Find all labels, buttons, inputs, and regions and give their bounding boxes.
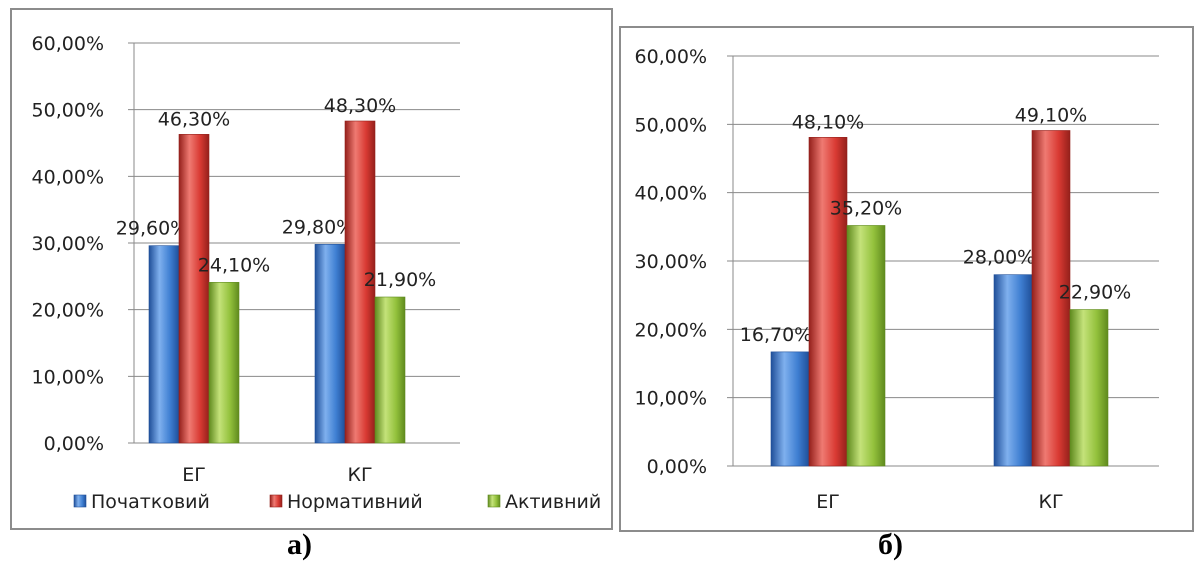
y-tick-label: 0,00%: [44, 433, 104, 455]
bar: [344, 120, 376, 444]
caption-a: а): [287, 528, 312, 561]
y-tick-label: 20,00%: [635, 319, 707, 341]
bar: [208, 282, 240, 444]
bar: [178, 134, 210, 444]
y-tick-label: 60,00%: [32, 33, 104, 55]
bar: [314, 244, 346, 444]
legend-label: Нормативний: [287, 491, 423, 513]
bar: [148, 245, 180, 444]
data-label: 35,20%: [830, 197, 902, 219]
legend-label: Активний: [505, 491, 601, 513]
y-tick-label: 30,00%: [32, 233, 104, 255]
category-label: КГ: [347, 464, 372, 486]
legend-swatch: [487, 494, 501, 508]
caption-b: б): [878, 528, 903, 561]
data-label: 48,10%: [792, 111, 864, 133]
y-tick-label: 40,00%: [635, 183, 707, 205]
y-tick-label: 10,00%: [635, 388, 707, 410]
y-tick-label: 50,00%: [635, 114, 707, 136]
data-label: 16,70%: [740, 324, 812, 346]
y-tick-label: 20,00%: [32, 300, 104, 322]
y-tick-label: 60,00%: [635, 46, 707, 68]
legend-swatch: [73, 494, 87, 508]
bar: [993, 274, 1033, 467]
data-label: 22,90%: [1059, 282, 1131, 304]
chart-a-svg: 0,00% 10,00% 20,00% 30,00% 40,00% 50,00% 60,00…: [32, 33, 602, 513]
data-label: 49,10%: [1015, 104, 1087, 126]
bar: [808, 137, 848, 467]
bar: [1069, 309, 1109, 467]
data-label: 24,10%: [198, 254, 270, 276]
data-label: 28,00%: [963, 247, 1035, 269]
data-label: 48,30%: [324, 95, 396, 117]
category-label: КГ: [1038, 491, 1063, 513]
y-tick-label: 40,00%: [32, 166, 104, 188]
chart-b-svg: 0,00% 10,00% 20,00% 30,00% 40,00% 50,00% 60,00…: [635, 46, 1159, 513]
category-label: ЕГ: [182, 464, 206, 486]
bar: [846, 225, 886, 467]
data-label: 21,90%: [364, 269, 436, 291]
legend-label: Початковий: [91, 491, 210, 513]
y-tick-label: 30,00%: [635, 251, 707, 273]
chart-panel-b: 0,00% 10,00% 20,00% 30,00% 40,00% 50,00% 60,00…: [619, 26, 1194, 532]
legend-swatch: [269, 494, 283, 508]
y-tick-label: 0,00%: [647, 456, 707, 478]
bar: [374, 296, 406, 444]
y-tick-label: 50,00%: [32, 100, 104, 122]
data-label: 29,80%: [282, 216, 354, 238]
data-label: 29,60%: [116, 218, 188, 240]
y-tick-label: 10,00%: [32, 366, 104, 388]
data-label: 46,30%: [158, 108, 230, 130]
bar: [770, 351, 810, 467]
bar: [1031, 130, 1071, 467]
chart-panel-a: 0,00% 10,00% 20,00% 30,00% 40,00% 50,00% 60,00…: [10, 8, 613, 530]
category-label: ЕГ: [816, 491, 840, 513]
